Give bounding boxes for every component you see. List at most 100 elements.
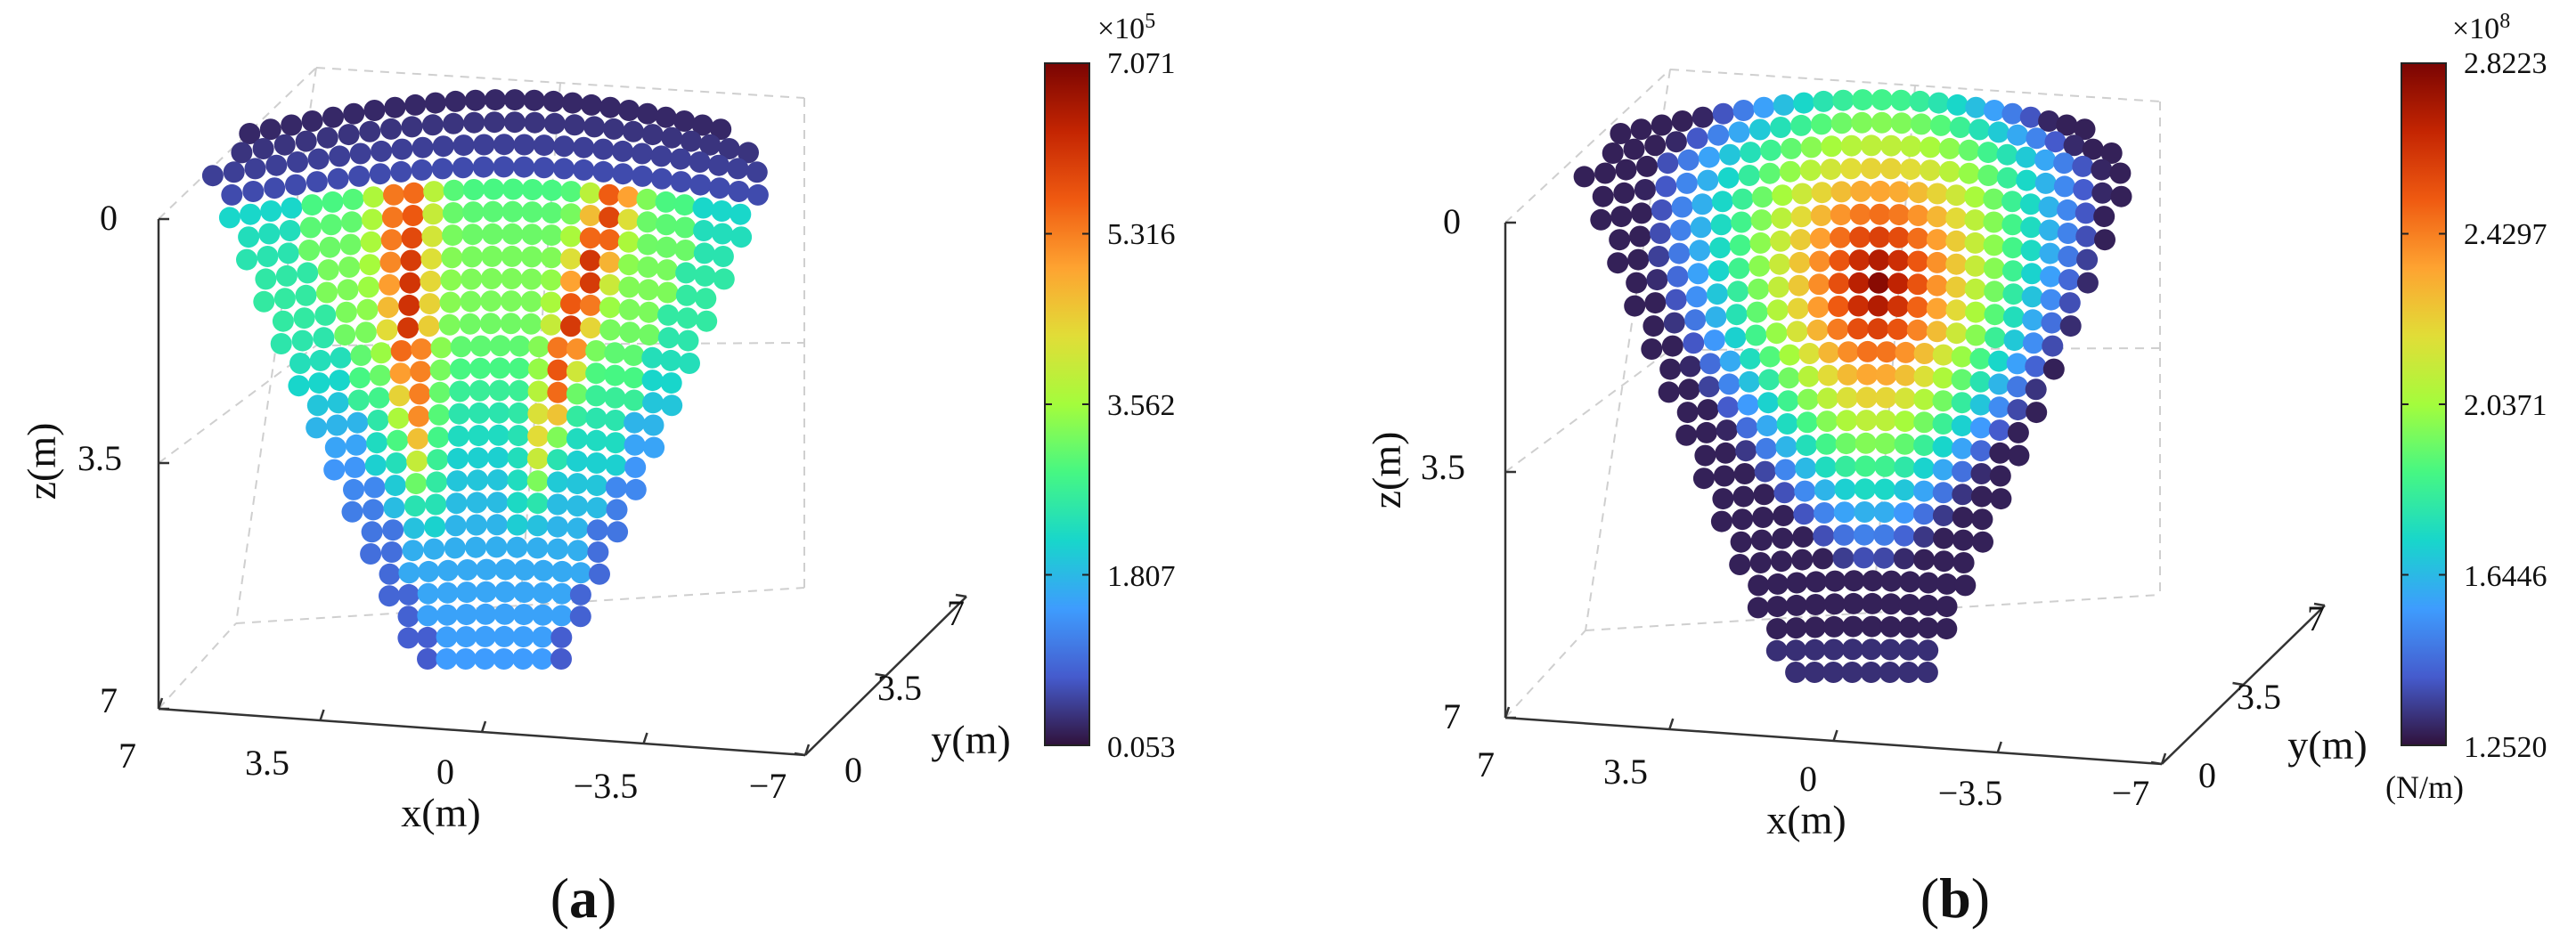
data-point [566, 383, 588, 405]
data-point [455, 626, 477, 648]
data-point [320, 214, 342, 236]
data-point [480, 290, 502, 313]
data-point [1630, 118, 1652, 141]
data-point [348, 165, 371, 187]
data-point [718, 138, 740, 159]
data-point [1847, 295, 1870, 317]
data-point [1824, 570, 1846, 592]
data-point [1732, 508, 1754, 531]
data-point [360, 231, 382, 253]
data-point [699, 134, 721, 156]
data-point [2026, 402, 2048, 424]
data-point [432, 135, 454, 158]
data-point [708, 154, 730, 176]
data-point [485, 536, 508, 558]
panel-a-colorbar-ticks [1045, 62, 1089, 746]
data-point [341, 500, 363, 523]
data-point [1772, 184, 1794, 207]
data-point [2019, 106, 2042, 128]
data-point [2034, 172, 2057, 194]
data-point [2015, 146, 2037, 168]
data-point [526, 448, 549, 469]
data-point [1848, 249, 1871, 272]
data-point [521, 224, 543, 246]
data-point [1879, 638, 1902, 661]
data-point [1936, 596, 1958, 618]
data-point [507, 447, 529, 469]
x-axis-tick [2160, 752, 2167, 765]
data-point [1964, 278, 1986, 300]
data-point [1775, 435, 1797, 458]
data-point [533, 559, 555, 581]
data-point [1854, 501, 1876, 523]
data-point [637, 233, 659, 256]
data-point [1965, 96, 1987, 118]
data-point [389, 362, 412, 385]
data-point [656, 259, 678, 281]
data-point [1822, 662, 1845, 683]
data-point [1717, 167, 1740, 189]
data-point [1951, 369, 1973, 391]
data-point [1665, 289, 1687, 311]
data-point [1718, 373, 1740, 395]
data-point [532, 604, 554, 626]
data-point [1907, 273, 1929, 296]
data-point [401, 116, 423, 138]
panel-b-x-tick: 7 [1477, 744, 1495, 784]
x-axis-tick [1668, 718, 1675, 730]
data-point [329, 370, 351, 392]
panel-a-colorbar-tick-label: 7.071 [1107, 47, 1176, 80]
data-point [319, 236, 341, 258]
data-point [2094, 229, 2115, 251]
data-point [260, 200, 282, 222]
data-point [2072, 155, 2094, 177]
data-point [1814, 456, 1837, 478]
data-point [1791, 549, 1814, 571]
panel-b-y-tick: 0 [2198, 755, 2216, 795]
data-point [1816, 387, 1838, 410]
panel-b-colorbar-unit: (N/m) [2385, 769, 2464, 805]
data-point [253, 290, 275, 313]
data-point [1932, 482, 1954, 504]
data-point [487, 424, 509, 446]
data-point [624, 434, 646, 456]
data-point [469, 357, 492, 379]
data-point [1879, 615, 1902, 638]
data-point [1951, 415, 1973, 437]
data-point [1789, 229, 1812, 251]
data-point [1806, 319, 1829, 341]
data-point [507, 469, 529, 492]
data-point [2058, 269, 2080, 291]
data-point [2003, 329, 2026, 352]
data-point [273, 134, 296, 156]
data-point [617, 186, 640, 208]
data-point [1750, 209, 1773, 232]
data-point [1648, 246, 1670, 267]
data-point [2022, 309, 2044, 331]
data-point [619, 321, 641, 344]
data-point [1737, 394, 1759, 416]
data-point [612, 140, 634, 162]
data-point [513, 581, 535, 604]
data-point [567, 495, 589, 517]
data-point [423, 181, 445, 203]
data-point [1965, 301, 1987, 323]
data-point [560, 181, 583, 203]
data-point [1735, 440, 1757, 462]
data-point [384, 475, 406, 497]
data-point [244, 158, 266, 180]
data-point [727, 158, 749, 180]
panel-a-y-tick: 3.5 [877, 668, 922, 708]
data-point [585, 407, 607, 429]
data-point [1833, 524, 1855, 546]
data-point [560, 203, 583, 225]
data-point [1774, 459, 1797, 481]
data-point [343, 102, 365, 125]
data-point [277, 242, 299, 264]
data-point [657, 327, 680, 349]
data-point [1668, 242, 1691, 264]
data-point [1777, 390, 1799, 412]
data-point [1888, 181, 1911, 203]
data-point [1988, 350, 2010, 372]
data-point [1683, 332, 1705, 354]
